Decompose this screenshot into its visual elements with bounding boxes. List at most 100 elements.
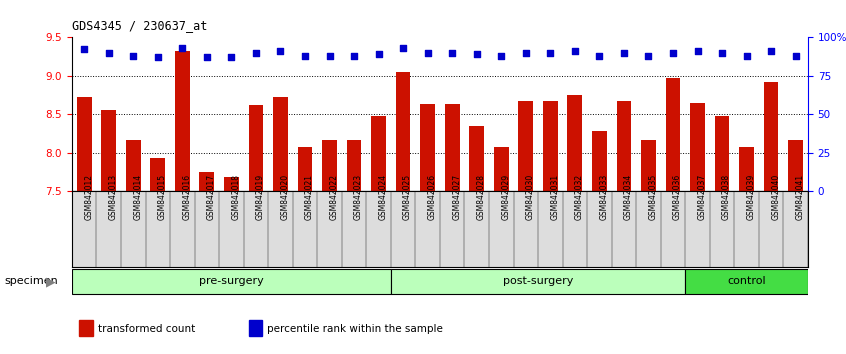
Text: specimen: specimen bbox=[4, 276, 58, 286]
Text: transformed count: transformed count bbox=[97, 324, 195, 333]
Text: GSM842036: GSM842036 bbox=[673, 174, 682, 221]
Point bbox=[568, 48, 581, 54]
Bar bbox=[519, 101, 533, 191]
Bar bbox=[764, 82, 778, 191]
Point bbox=[102, 50, 115, 55]
Bar bbox=[420, 104, 435, 191]
Point bbox=[273, 48, 287, 54]
Point bbox=[494, 53, 508, 58]
Point bbox=[739, 53, 753, 58]
Text: pre-surgery: pre-surgery bbox=[199, 276, 264, 286]
Text: GSM842016: GSM842016 bbox=[182, 174, 191, 220]
Text: GSM842029: GSM842029 bbox=[501, 174, 510, 220]
Text: ▶: ▶ bbox=[46, 275, 56, 288]
Text: GSM842028: GSM842028 bbox=[477, 174, 486, 220]
Text: GSM842039: GSM842039 bbox=[746, 174, 755, 221]
Bar bbox=[371, 116, 386, 191]
Text: GSM842025: GSM842025 bbox=[403, 174, 412, 220]
Text: GSM842023: GSM842023 bbox=[354, 174, 363, 220]
Point bbox=[666, 50, 679, 55]
Bar bbox=[347, 139, 361, 191]
Text: GSM842038: GSM842038 bbox=[722, 174, 731, 220]
Text: GSM842017: GSM842017 bbox=[206, 174, 216, 220]
Bar bbox=[543, 101, 558, 191]
FancyBboxPatch shape bbox=[685, 269, 808, 294]
Point bbox=[77, 47, 91, 52]
Text: post-surgery: post-surgery bbox=[503, 276, 574, 286]
Point bbox=[151, 55, 164, 60]
Text: GSM842040: GSM842040 bbox=[772, 174, 780, 221]
Text: GSM842034: GSM842034 bbox=[624, 174, 633, 221]
Text: GSM842015: GSM842015 bbox=[157, 174, 167, 220]
Text: GSM842013: GSM842013 bbox=[108, 174, 118, 220]
Point bbox=[347, 53, 360, 58]
Point bbox=[371, 51, 385, 57]
Point bbox=[519, 50, 532, 55]
Bar bbox=[151, 158, 165, 191]
Point bbox=[764, 48, 777, 54]
Bar bbox=[445, 104, 459, 191]
Bar bbox=[273, 97, 288, 191]
Text: GSM842024: GSM842024 bbox=[378, 174, 387, 220]
FancyBboxPatch shape bbox=[391, 269, 685, 294]
Bar bbox=[224, 177, 239, 191]
Text: GSM842014: GSM842014 bbox=[133, 174, 142, 220]
Point bbox=[420, 50, 435, 55]
Text: GSM842032: GSM842032 bbox=[575, 174, 584, 220]
Point bbox=[200, 55, 213, 60]
Bar bbox=[592, 131, 607, 191]
Point bbox=[543, 50, 557, 55]
Bar bbox=[788, 139, 803, 191]
Bar bbox=[200, 172, 214, 191]
Bar bbox=[175, 51, 190, 191]
Bar bbox=[77, 97, 91, 191]
Bar bbox=[298, 147, 312, 191]
Point bbox=[617, 50, 630, 55]
Point bbox=[396, 45, 409, 51]
Bar bbox=[568, 95, 582, 191]
Bar bbox=[126, 139, 140, 191]
Text: GSM842031: GSM842031 bbox=[550, 174, 559, 220]
Point bbox=[445, 50, 459, 55]
Point bbox=[592, 53, 606, 58]
Bar bbox=[80, 320, 92, 336]
Bar bbox=[322, 139, 337, 191]
Point bbox=[690, 48, 704, 54]
Bar bbox=[666, 78, 680, 191]
Point bbox=[224, 55, 239, 60]
Point bbox=[249, 50, 262, 55]
Text: GSM842019: GSM842019 bbox=[255, 174, 265, 220]
Text: GSM842041: GSM842041 bbox=[795, 174, 805, 220]
Bar bbox=[494, 147, 508, 191]
Bar bbox=[102, 109, 116, 191]
Bar bbox=[641, 139, 656, 191]
Point bbox=[322, 53, 336, 58]
Text: GSM842021: GSM842021 bbox=[305, 174, 314, 220]
Text: GSM842022: GSM842022 bbox=[329, 174, 338, 220]
Text: GSM842020: GSM842020 bbox=[280, 174, 289, 220]
Bar bbox=[690, 103, 705, 191]
Text: GSM842033: GSM842033 bbox=[599, 174, 608, 221]
Text: GDS4345 / 230637_at: GDS4345 / 230637_at bbox=[72, 19, 207, 32]
Text: GSM842018: GSM842018 bbox=[231, 174, 240, 220]
Text: GSM842030: GSM842030 bbox=[525, 174, 535, 221]
Bar bbox=[249, 320, 261, 336]
Bar bbox=[249, 105, 263, 191]
Text: GSM842035: GSM842035 bbox=[648, 174, 657, 221]
Point bbox=[298, 53, 311, 58]
Text: control: control bbox=[728, 276, 766, 286]
Bar bbox=[715, 116, 729, 191]
FancyBboxPatch shape bbox=[72, 269, 391, 294]
Point bbox=[470, 51, 483, 57]
Text: GSM842037: GSM842037 bbox=[697, 174, 706, 221]
Point bbox=[641, 53, 655, 58]
Point bbox=[126, 53, 140, 58]
Bar bbox=[739, 147, 754, 191]
Point bbox=[175, 45, 189, 51]
Text: GSM842026: GSM842026 bbox=[427, 174, 437, 220]
Bar bbox=[470, 126, 484, 191]
Point bbox=[715, 50, 728, 55]
Text: GSM842027: GSM842027 bbox=[452, 174, 461, 220]
Bar bbox=[396, 72, 410, 191]
Bar bbox=[617, 101, 631, 191]
